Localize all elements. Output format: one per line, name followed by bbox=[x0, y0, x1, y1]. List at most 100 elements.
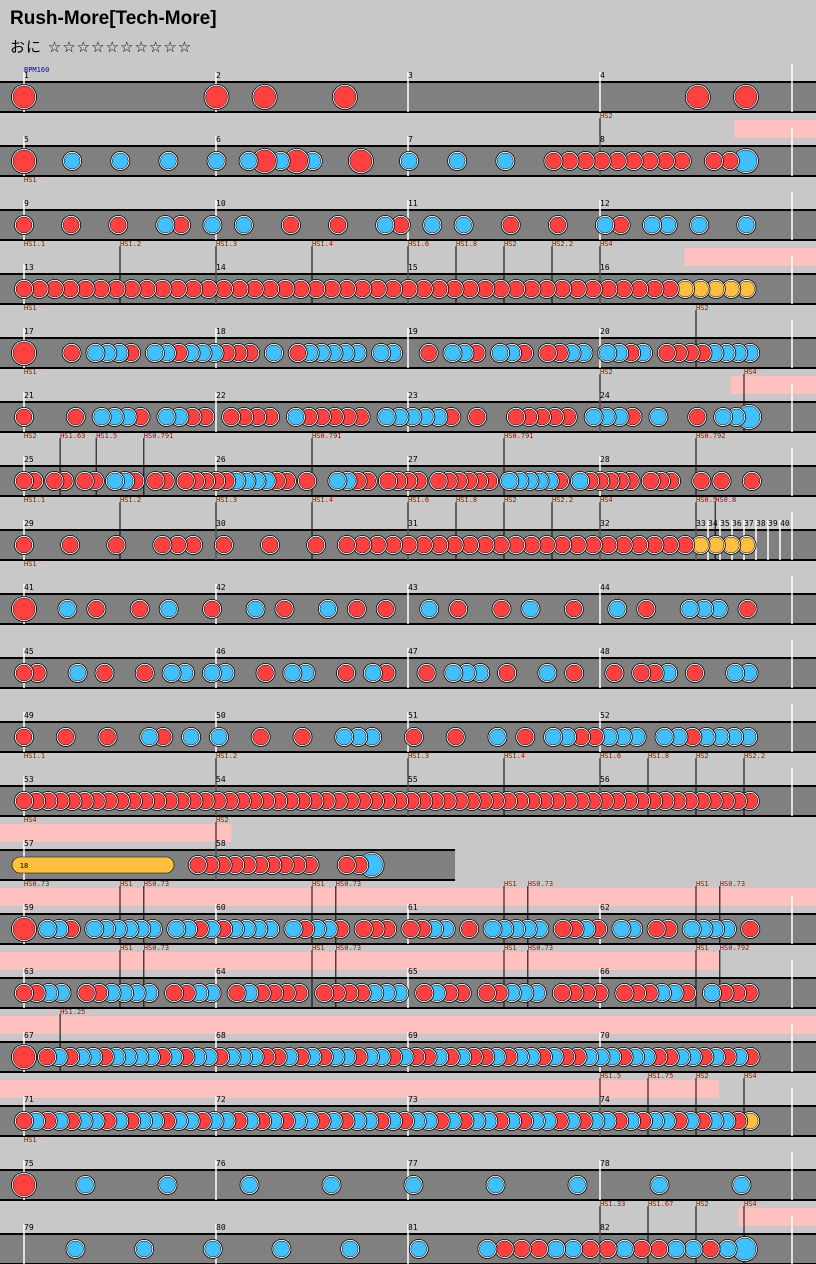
scroll-speed-label: HS2 bbox=[600, 112, 613, 120]
measure-number: 21 bbox=[24, 391, 34, 400]
don-note bbox=[62, 216, 80, 234]
don-note bbox=[420, 344, 437, 362]
ka-note bbox=[319, 600, 337, 618]
big-don-note bbox=[12, 1173, 36, 1197]
measure-number: 9 bbox=[24, 199, 29, 208]
gogo-band bbox=[730, 376, 816, 394]
measure-number: 78 bbox=[600, 1159, 610, 1168]
don-note bbox=[418, 664, 435, 682]
measure-number: 4 bbox=[600, 71, 605, 80]
don-note bbox=[88, 600, 105, 618]
measure-number: 76 bbox=[216, 1159, 226, 1168]
scroll-speed-label: HS4 bbox=[744, 1200, 757, 1208]
scroll-speed-label: HS0.73 bbox=[528, 880, 553, 888]
ka-note bbox=[163, 664, 180, 682]
don-note bbox=[402, 920, 419, 938]
don-note bbox=[15, 1112, 33, 1130]
ka-note bbox=[479, 1240, 496, 1258]
don-note bbox=[108, 536, 125, 554]
scroll-speed-label: HS2 bbox=[504, 496, 517, 504]
don-note bbox=[743, 472, 761, 490]
ka-note bbox=[569, 1176, 586, 1194]
ka-note bbox=[287, 408, 305, 426]
measure-number: 51 bbox=[408, 711, 418, 720]
measure-number: 26 bbox=[216, 455, 226, 464]
don-note bbox=[15, 472, 33, 490]
ka-note bbox=[285, 920, 302, 938]
don-note bbox=[468, 408, 486, 426]
scroll-speed-label: HS1.8 bbox=[648, 752, 669, 760]
big-don-note bbox=[12, 1045, 36, 1069]
measure-number: 59 bbox=[24, 903, 34, 912]
measure-number: 61 bbox=[408, 903, 418, 912]
don-note bbox=[147, 472, 164, 490]
ka-note bbox=[501, 472, 518, 490]
ka-note bbox=[616, 1240, 633, 1258]
don-note bbox=[565, 600, 583, 618]
measure-number: 3 bbox=[408, 71, 413, 80]
measure-number: 15 bbox=[408, 263, 418, 272]
don-note bbox=[189, 856, 207, 874]
scroll-speed-label: HS1.8 bbox=[456, 496, 477, 504]
scroll-speed-label: HS1.6 bbox=[600, 752, 621, 760]
measure-number: 32 bbox=[600, 519, 610, 528]
don-note bbox=[348, 600, 366, 618]
scroll-speed-label: HS4 bbox=[744, 368, 757, 376]
scroll-speed-label: HS0.5 bbox=[696, 496, 717, 504]
ka-note bbox=[210, 728, 228, 746]
measure-number: 17 bbox=[24, 327, 34, 336]
ka-note bbox=[336, 728, 353, 746]
measure-number: 24 bbox=[600, 391, 610, 400]
don-note bbox=[530, 1240, 548, 1258]
don-note bbox=[545, 152, 562, 170]
scroll-speed-label: HS1.4 bbox=[312, 240, 333, 248]
don-note bbox=[609, 152, 626, 170]
measure-number: 47 bbox=[408, 647, 418, 656]
scroll-speed-label: HS1.6 bbox=[408, 496, 429, 504]
scroll-speed-label: HS2.2 bbox=[552, 240, 573, 248]
don-note bbox=[392, 216, 410, 234]
scroll-speed-label: HS1.2 bbox=[120, 240, 141, 248]
don-note bbox=[338, 856, 356, 874]
scroll-speed-label: HS1 bbox=[504, 880, 517, 888]
don-note bbox=[338, 536, 356, 554]
chart-title: Rush-More[Tech-More] bbox=[10, 8, 217, 29]
don-note bbox=[539, 344, 556, 362]
difficulty-stars: おに ☆☆☆☆☆☆☆☆☆☆ bbox=[10, 38, 193, 56]
scroll-speed-label: HS0.73 bbox=[24, 880, 49, 888]
don-note bbox=[355, 920, 372, 938]
scroll-speed-label: HS1.3 bbox=[216, 496, 237, 504]
ka-note bbox=[659, 216, 677, 234]
ka-note bbox=[719, 1240, 736, 1258]
don-note bbox=[15, 728, 33, 746]
measure-number: 45 bbox=[24, 647, 34, 656]
ka-note bbox=[424, 216, 441, 234]
don-note bbox=[63, 344, 80, 362]
don-note bbox=[632, 664, 650, 682]
don-note bbox=[507, 408, 525, 426]
ka-note bbox=[86, 920, 103, 938]
ka-note bbox=[203, 664, 221, 682]
measure-number: 31 bbox=[408, 519, 418, 528]
ka-note bbox=[539, 664, 556, 682]
scroll-speed-label: HS2 bbox=[216, 816, 229, 824]
don-note bbox=[261, 536, 279, 554]
don-note bbox=[582, 1240, 599, 1258]
measure-number: 14 bbox=[216, 263, 226, 272]
big-don-note bbox=[205, 85, 228, 109]
measure-number: 33 bbox=[696, 519, 706, 528]
don-note bbox=[641, 152, 658, 170]
ka-note bbox=[204, 1240, 222, 1258]
don-note bbox=[15, 664, 33, 682]
ka-note bbox=[341, 1240, 359, 1258]
don-note bbox=[478, 984, 496, 1002]
measure-number: 43 bbox=[408, 583, 418, 592]
ka-note bbox=[208, 152, 225, 170]
measure-number: 13 bbox=[24, 263, 34, 272]
ka-note bbox=[87, 344, 104, 362]
ka-note bbox=[497, 152, 514, 170]
measure-number: 65 bbox=[408, 967, 418, 976]
measure-number: 82 bbox=[600, 1223, 610, 1232]
bpm-label: BPM160 bbox=[24, 66, 49, 74]
